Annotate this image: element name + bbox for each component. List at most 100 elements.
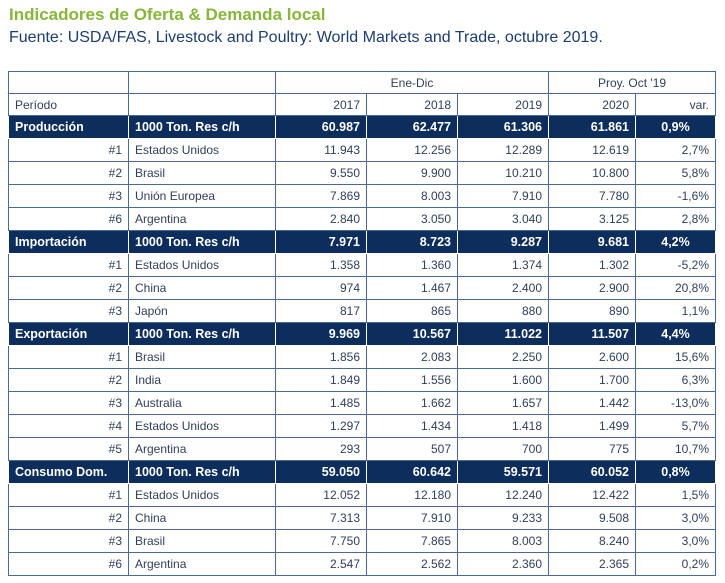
value-cell-2019: 9.233 (457, 506, 549, 530)
value-cell-2020: 890 (548, 299, 636, 323)
value-cell-2019: 12.289 (457, 138, 549, 162)
value-cell-2018: 12.180 (366, 483, 458, 507)
section-value-2017: 9.969 (275, 322, 367, 346)
value-cell-2017: 293 (275, 437, 367, 461)
country-cell: Estados Unidos (128, 483, 276, 507)
rank-cell: #4 (8, 414, 129, 438)
value-cell-2017: 11.943 (275, 138, 367, 162)
header-columns-row: Período 2017 2018 2019 2020 var. (8, 93, 716, 116)
value-cell-2020: 8.240 (548, 529, 636, 553)
section-row: Consumo Dom. 1000 Ton. Res c/h 59.050 60.64… (8, 460, 716, 484)
section-value-var: 0,9% (635, 115, 716, 139)
value-cell-var: 3,0% (635, 506, 716, 530)
value-cell-2020: 10.800 (548, 161, 636, 185)
country-cell: Estados Unidos (128, 138, 276, 162)
value-cell-2017: 2.547 (275, 552, 367, 576)
value-cell-2017: 7.869 (275, 184, 367, 208)
section-value-2018: 10.567 (366, 322, 458, 346)
rank-cell: #2 (8, 161, 129, 185)
value-cell-2018: 1.556 (366, 368, 458, 392)
header-periodo: Período (8, 93, 129, 116)
section-value-var: 4,2% (635, 230, 716, 254)
value-cell-var: 2,7% (635, 138, 716, 162)
country-cell: Estados Unidos (128, 253, 276, 277)
value-cell-2019: 1.600 (457, 368, 549, 392)
rank-cell: #3 (8, 184, 129, 208)
table-row: #1 Estados Unidos 12.052 12.180 12.240 12.422… (8, 483, 716, 507)
table-row: #2 India 1.849 1.556 1.600 1.700 6,3% (8, 368, 716, 392)
value-cell-var: 10,7% (635, 437, 716, 461)
value-cell-2018: 9.900 (366, 161, 458, 185)
rank-cell: #2 (8, 276, 129, 300)
rank-cell: #1 (8, 483, 129, 507)
value-cell-var: 1,1% (635, 299, 716, 323)
rank-cell: #1 (8, 345, 129, 369)
value-cell-2019: 2.400 (457, 276, 549, 300)
section-value-2018: 62.477 (366, 115, 458, 139)
value-cell-2019: 1.657 (457, 391, 549, 415)
value-cell-2019: 880 (457, 299, 549, 323)
value-cell-2020: 9.508 (548, 506, 636, 530)
header-enedic: Ene-Dic (275, 71, 549, 94)
value-cell-var: -13,0% (635, 391, 716, 415)
value-cell-2019: 1.374 (457, 253, 549, 277)
value-cell-2020: 2.900 (548, 276, 636, 300)
page-title: Indicadores de Oferta & Demanda local (9, 5, 326, 24)
section-value-var: 0,8% (635, 460, 716, 484)
value-cell-2018: 1.360 (366, 253, 458, 277)
rank-cell: #3 (8, 391, 129, 415)
value-cell-2017: 817 (275, 299, 367, 323)
value-cell-var: 3,0% (635, 529, 716, 553)
section-value-2020: 9.681 (548, 230, 636, 254)
country-cell: Brasil (128, 345, 276, 369)
section-name: Exportación (8, 322, 129, 346)
table-row: #3 Australia 1.485 1.662 1.657 1.442 -13,0% (8, 391, 716, 415)
rank-cell: #2 (8, 368, 129, 392)
table-row: #3 Brasil 7.750 7.865 8.003 8.240 3,0% (8, 529, 716, 553)
value-cell-2018: 2.083 (366, 345, 458, 369)
value-cell-2017: 1.297 (275, 414, 367, 438)
header-year-2017: 2017 (275, 93, 367, 116)
rank-cell: #2 (8, 506, 129, 530)
value-cell-var: 5,8% (635, 161, 716, 185)
section-unit: 1000 Ton. Res c/h (128, 322, 276, 346)
country-cell: Estados Unidos (128, 414, 276, 438)
value-cell-var: -5,2% (635, 253, 716, 277)
rank-cell: #6 (8, 207, 129, 231)
section-value-2018: 8.723 (366, 230, 458, 254)
country-cell: Argentina (128, 207, 276, 231)
section-value-2020: 60.052 (548, 460, 636, 484)
section-name: Consumo Dom. (8, 460, 129, 484)
section-value-var: 4,4% (635, 322, 716, 346)
table-row: #2 Brasil 9.550 9.900 10.210 10.800 5,8% (8, 161, 716, 185)
section-value-2017: 59.050 (275, 460, 367, 484)
table-row: #2 China 7.313 7.910 9.233 9.508 3,0% (8, 506, 716, 530)
header-blank-cell (128, 71, 276, 94)
value-cell-2019: 10.210 (457, 161, 549, 185)
header-year-2018: 2018 (366, 93, 458, 116)
value-cell-2019: 7.910 (457, 184, 549, 208)
country-cell: India (128, 368, 276, 392)
value-cell-2018: 2.562 (366, 552, 458, 576)
value-cell-2017: 1.856 (275, 345, 367, 369)
section-name: Producción (8, 115, 129, 139)
value-cell-2020: 3.125 (548, 207, 636, 231)
value-cell-var: 5,7% (635, 414, 716, 438)
value-cell-2017: 974 (275, 276, 367, 300)
section-row: Importación 1000 Ton. Res c/h 7.971 8.723 9.… (8, 230, 716, 254)
value-cell-var: -1,6% (635, 184, 716, 208)
value-cell-var: 15,6% (635, 345, 716, 369)
section-value-2019: 9.287 (457, 230, 549, 254)
value-cell-2020: 7.780 (548, 184, 636, 208)
value-cell-2020: 1.302 (548, 253, 636, 277)
header-group-row: Ene-Dic Proy. Oct '19 (8, 71, 716, 94)
section-row: Exportación 1000 Ton. Res c/h 9.969 10.567 1… (8, 322, 716, 346)
rank-cell: #3 (8, 299, 129, 323)
value-cell-2017: 9.550 (275, 161, 367, 185)
section-row: Producción 1000 Ton. Res c/h 60.987 62.477 6… (8, 115, 716, 139)
country-cell: Unión Europea (128, 184, 276, 208)
value-cell-2018: 12.256 (366, 138, 458, 162)
value-cell-2020: 1.442 (548, 391, 636, 415)
section-value-2018: 60.642 (366, 460, 458, 484)
table-row: #4 Estados Unidos 1.297 1.434 1.418 1.499 5,7% (8, 414, 716, 438)
